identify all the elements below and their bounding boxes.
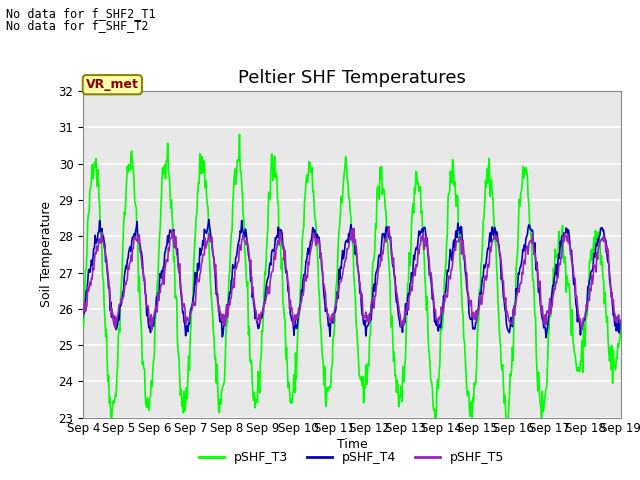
pSHF_T4 xyxy=(89,255,97,261)
pSHF_T3 xyxy=(199,170,207,176)
Y-axis label: Soil Temperature: Soil Temperature xyxy=(40,202,53,307)
pSHF_T5 xyxy=(385,224,393,229)
Text: VR_met: VR_met xyxy=(86,78,139,91)
pSHF_T4 xyxy=(434,324,442,330)
pSHF_T5 xyxy=(419,232,426,238)
pSHF_T4 xyxy=(418,226,426,232)
Line: pSHF_T3: pSHF_T3 xyxy=(83,134,621,430)
pSHF_T3 xyxy=(502,427,510,432)
pSHF_T4 xyxy=(145,319,152,325)
pSHF_T4 xyxy=(228,275,236,281)
pSHF_T5 xyxy=(435,322,442,327)
pSHF_T4 xyxy=(205,216,212,222)
Title: Peltier SHF Temperatures: Peltier SHF Temperatures xyxy=(238,69,466,87)
pSHF_T3 xyxy=(434,377,442,383)
Text: No data for f_SHF2_T1: No data for f_SHF2_T1 xyxy=(6,7,156,20)
pSHF_T3 xyxy=(79,325,87,331)
pSHF_T4 xyxy=(199,238,207,243)
pSHF_T3 xyxy=(145,401,152,407)
pSHF_T3 xyxy=(617,324,625,330)
pSHF_T3 xyxy=(89,176,97,181)
pSHF_T5 xyxy=(148,327,156,333)
Line: pSHF_T5: pSHF_T5 xyxy=(83,227,621,330)
pSHF_T4 xyxy=(79,311,87,316)
pSHF_T3 xyxy=(418,208,426,214)
pSHF_T3 xyxy=(227,231,235,237)
pSHF_T5 xyxy=(145,303,152,309)
pSHF_T5 xyxy=(617,317,625,323)
pSHF_T4 xyxy=(542,335,550,340)
pSHF_T5 xyxy=(79,314,87,320)
pSHF_T5 xyxy=(89,264,97,270)
pSHF_T3 xyxy=(236,132,243,137)
X-axis label: Time: Time xyxy=(337,438,367,451)
pSHF_T5 xyxy=(200,252,207,257)
pSHF_T5 xyxy=(228,285,236,291)
Legend: pSHF_T3, pSHF_T4, pSHF_T5: pSHF_T3, pSHF_T4, pSHF_T5 xyxy=(195,446,509,469)
Line: pSHF_T4: pSHF_T4 xyxy=(83,219,621,337)
pSHF_T4 xyxy=(617,320,625,325)
Text: No data for f_SHF_T2: No data for f_SHF_T2 xyxy=(6,19,149,32)
